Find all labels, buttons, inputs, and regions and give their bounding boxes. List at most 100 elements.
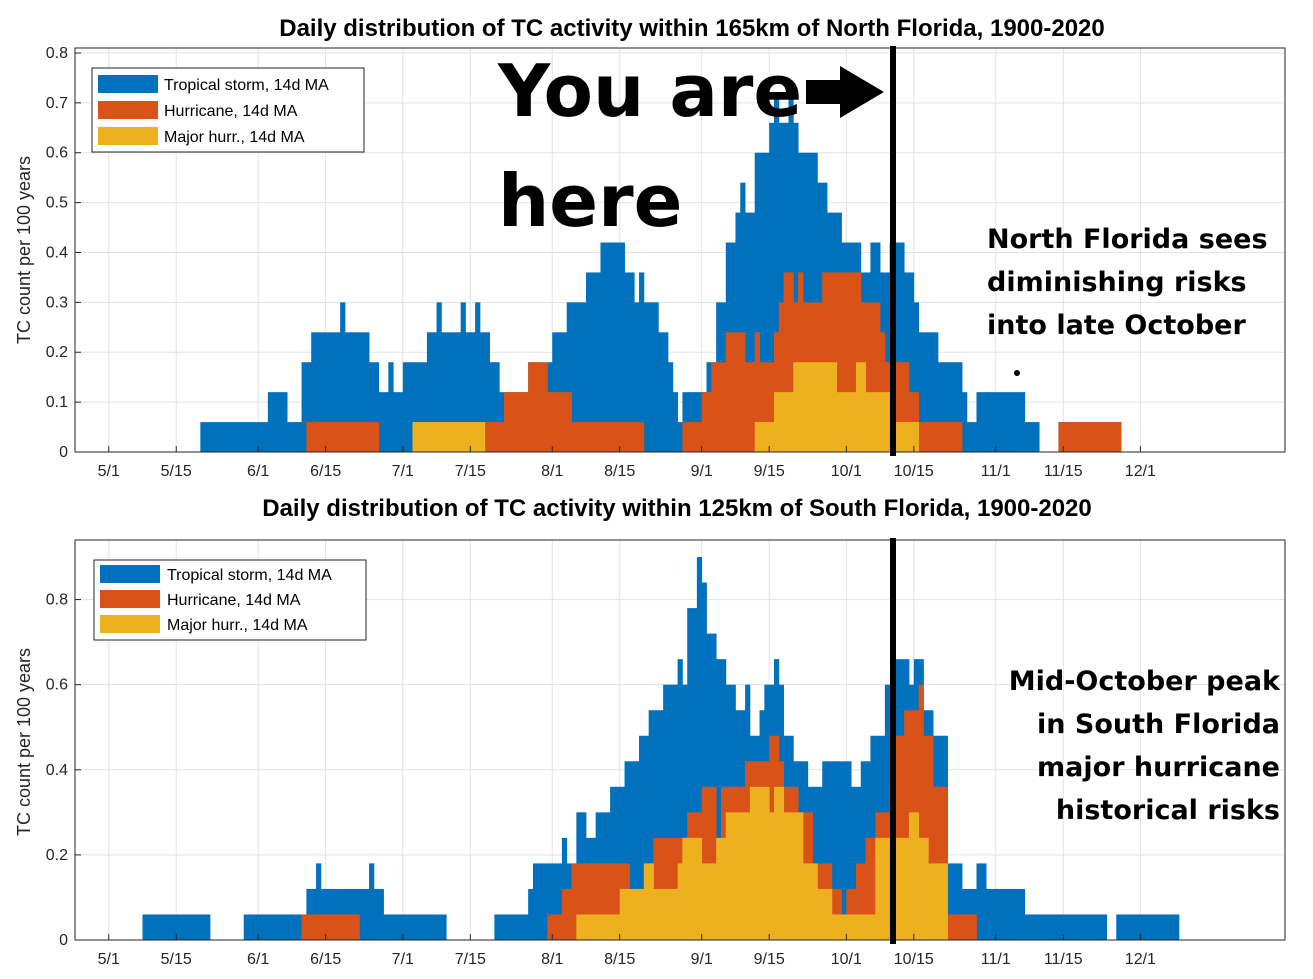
bottom-y-tick-label: 0.8 xyxy=(46,592,68,609)
bottom-x-tick-label: 12/1 xyxy=(1125,951,1156,968)
bottom-mh-bar xyxy=(725,812,751,940)
top-ts-bar xyxy=(287,422,302,452)
top-chart-y-axis-label: TC count per 100 years xyxy=(14,156,34,344)
bottom-mh-bar xyxy=(653,888,678,940)
bottom-mh-bar xyxy=(908,812,920,940)
top-y-tick-label: 0.1 xyxy=(46,394,68,411)
bottom-ts-bar xyxy=(383,914,447,940)
top-chart-title: Daily distribution of TC activity within… xyxy=(279,15,1105,42)
top-ts-bar xyxy=(735,212,741,452)
bottom-x-tick-label: 6/15 xyxy=(310,951,341,968)
top-ts-bar xyxy=(489,362,500,452)
top-note-line3: into late October xyxy=(987,310,1246,341)
bottom-mh-bar xyxy=(802,863,818,940)
top-mh-bar xyxy=(793,362,838,452)
top-chart: Daily distribution of TC activity within… xyxy=(14,15,1286,480)
top-x-tick-label: 5/1 xyxy=(98,463,120,480)
top-ts-bar xyxy=(774,92,780,452)
bottom-legend-label-ts: Tropical storm, 14d MA xyxy=(167,567,332,584)
top-x-tick-label: 10/1 xyxy=(831,463,862,480)
bottom-x-tick-label: 9/1 xyxy=(691,951,713,968)
bottom-mh-bar xyxy=(576,914,621,940)
top-ts-bar xyxy=(677,422,683,452)
bottom-ts-bar xyxy=(696,557,703,940)
top-ts-bar xyxy=(426,332,437,452)
top-hu-bar xyxy=(547,392,572,452)
bottom-mh-bar xyxy=(831,914,876,940)
top-ts-bar xyxy=(465,332,476,452)
top-ts-bar xyxy=(586,272,601,452)
top-mh-bar xyxy=(855,362,866,452)
top-hu-bar xyxy=(682,422,703,452)
bottom-mh-bar xyxy=(928,863,948,940)
top-x-tick-label: 6/1 xyxy=(247,463,269,480)
top-x-tick-label: 11/15 xyxy=(1044,463,1083,480)
top-ts-bar xyxy=(267,392,288,452)
bottom-hu-bar xyxy=(918,684,924,940)
top-chart-legend: Tropical storm, 14d MA Hurricane, 14d MA… xyxy=(91,67,365,153)
bottom-x-tick-label: 10/1 xyxy=(831,951,862,968)
top-hu-bar xyxy=(504,392,529,452)
top-legend-swatch-mh xyxy=(98,127,158,145)
bottom-hu-bar xyxy=(561,888,572,940)
top-x-tick-label: 7/15 xyxy=(455,463,486,480)
top-x-tick-label: 8/15 xyxy=(604,463,635,480)
top-ts-bar xyxy=(436,302,442,452)
bottom-y-tick-label: 0.6 xyxy=(46,677,68,694)
bottom-mh-bar xyxy=(783,812,804,940)
top-y-tick-label: 0.2 xyxy=(46,344,68,361)
bottom-y-tick-label: 0.2 xyxy=(46,847,68,864)
bottom-chart-axes-box xyxy=(74,539,1286,941)
bottom-hu-bar xyxy=(865,837,876,940)
top-mh-bar xyxy=(774,392,794,452)
bottom-note-line4: historical risks xyxy=(1056,795,1280,826)
bottom-chart-ticks: 5/1 5/15 6/1 6/15 7/1 7/15 8/1 8/15 9/1 9/15 10/1 1… xyxy=(46,592,1156,968)
top-legend-label-mh: Major hurr., 14d MA xyxy=(164,129,305,146)
bottom-mh-bar xyxy=(643,863,654,940)
top-note-dot xyxy=(1014,370,1020,376)
bottom-mh-bar xyxy=(774,786,785,940)
bottom-ts-bar xyxy=(1024,914,1108,940)
top-x-tick-label: 6/15 xyxy=(310,463,341,480)
top-hu-bar xyxy=(745,362,756,452)
top-hu-bar xyxy=(306,422,380,452)
bottom-legend-swatch-mh xyxy=(100,615,160,633)
top-y-tick-label: 0.4 xyxy=(46,244,68,261)
bottom-ts-bar xyxy=(677,659,683,940)
top-ts-bar xyxy=(393,392,404,452)
bottom-hu-bar xyxy=(947,914,977,940)
top-x-tick-label: 9/1 xyxy=(691,463,713,480)
bottom-legend-label-hu: Hurricane, 14d MA xyxy=(167,592,301,609)
bottom-ts-bar xyxy=(373,888,384,940)
top-hu-bar xyxy=(701,392,712,452)
top-note-line1: North Florida sees xyxy=(987,224,1268,255)
top-ts-bar xyxy=(624,272,635,452)
bottom-y-tick-label: 0 xyxy=(59,932,68,949)
top-ts-bar xyxy=(962,392,968,452)
top-y-tick-label: 0 xyxy=(59,444,68,461)
top-hu-bar xyxy=(484,422,505,452)
top-mh-bar xyxy=(836,392,857,452)
top-legend-label-hu: Hurricane, 14d MA xyxy=(164,103,298,120)
top-ts-bar xyxy=(388,362,394,452)
bottom-mh-bar xyxy=(817,888,833,940)
bottom-mh-bar xyxy=(677,863,683,940)
top-mh-bar xyxy=(754,422,775,452)
top-chart-axes-box xyxy=(74,47,1286,453)
top-ts-bar xyxy=(745,212,756,452)
bottom-ts-bar xyxy=(316,863,322,940)
top-ts-bar xyxy=(378,392,389,452)
top-hu-bar xyxy=(571,422,645,452)
bottom-legend-swatch-ts xyxy=(100,565,160,583)
top-x-tick-label: 11/1 xyxy=(981,463,1011,480)
top-ts-bar xyxy=(460,302,466,452)
top-ts-bar xyxy=(793,122,799,452)
bottom-ts-bar xyxy=(243,914,307,940)
top-chart-ticks: 5/1 5/15 6/1 6/15 7/1 7/15 8/1 8/15 9/1 9/15 10/1 1… xyxy=(46,45,1156,480)
top-ts-bar xyxy=(600,242,625,452)
bottom-ts-bar xyxy=(494,914,529,940)
top-hu-bar xyxy=(783,272,794,452)
top-ts-bar xyxy=(475,302,481,452)
bottom-hu-bar xyxy=(855,863,866,940)
top-legend-label-ts: Tropical storm, 14d MA xyxy=(164,77,329,94)
